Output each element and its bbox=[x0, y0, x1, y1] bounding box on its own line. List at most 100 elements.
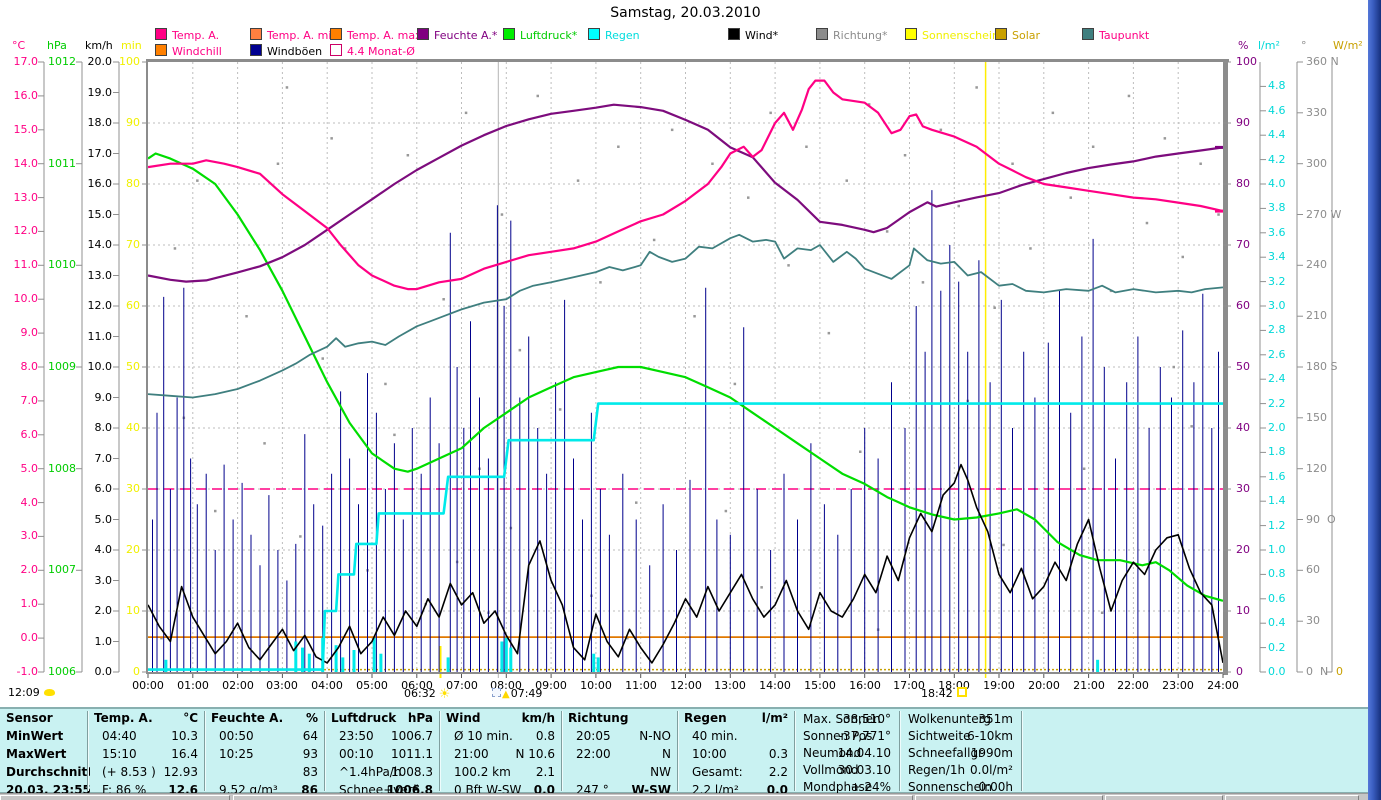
legend-item-temp-a-[interactable]: Temp. A. bbox=[155, 28, 219, 42]
legend-item-temp-a-max[interactable]: Temp. A. max bbox=[330, 28, 422, 42]
axis-tick-label: 1.8 bbox=[1268, 445, 1286, 458]
moonrise-icon bbox=[492, 688, 501, 697]
reference-lines bbox=[148, 488, 1223, 671]
legend-item-4-4-monat-[interactable]: 4.4 Monat-Ø bbox=[330, 44, 415, 58]
axis-tick-label: 3.0 bbox=[1268, 299, 1286, 312]
axis-tick-label: 17.0 bbox=[87, 147, 113, 160]
moonset-time-label: 12:09 bbox=[8, 686, 55, 699]
axis-tick-label: 0.2 bbox=[1268, 641, 1286, 654]
legend-label: Windböen bbox=[267, 45, 323, 58]
axis-tick-label: 8.0 bbox=[94, 421, 113, 434]
x-tick-label: 23:00 bbox=[1162, 679, 1194, 692]
axis-tick-label: 12.0 bbox=[87, 299, 113, 312]
axis-tick-label: 0.0 bbox=[1268, 665, 1286, 678]
legend-item-wind-[interactable]: Wind* bbox=[728, 28, 778, 42]
table-row-label: Durchschnitt bbox=[6, 765, 90, 779]
status-segment bbox=[915, 795, 1103, 800]
table-header: Wind bbox=[446, 711, 481, 725]
axis-tick-label: 1012 bbox=[48, 55, 76, 68]
table-cell: 0.0l/m² bbox=[970, 763, 1013, 777]
axis-tick-label: 1.4 bbox=[1268, 494, 1286, 507]
axis-tick-label: 4.4 bbox=[1268, 128, 1286, 141]
axis-tick-label: 20 bbox=[1236, 543, 1250, 556]
axis-tick-label: 50 bbox=[1236, 360, 1250, 373]
axis-tick-label: 3.2 bbox=[1268, 275, 1286, 288]
axis-tick-label: 80 bbox=[126, 177, 140, 190]
table-cell: 10.3 bbox=[171, 729, 198, 743]
table-divider bbox=[439, 711, 440, 791]
axis-tick-label: 30 bbox=[126, 482, 140, 495]
legend-item-regen[interactable]: Regen bbox=[588, 28, 640, 42]
axis-tick-label: 5.0 bbox=[20, 462, 39, 475]
table-header-unit: km/h bbox=[521, 711, 555, 725]
legend-item-richtung-[interactable]: Richtung* bbox=[816, 28, 887, 42]
legend-item-temp-a-min[interactable]: Temp. A. min bbox=[250, 28, 338, 42]
axis-tick-label: 16.0 bbox=[87, 177, 113, 190]
legend-item-taupunkt[interactable]: Taupunkt bbox=[1082, 28, 1149, 42]
table-row-label: MinWert bbox=[6, 729, 64, 743]
table-cell: + 24% bbox=[850, 780, 891, 794]
table-row-label: MaxWert bbox=[6, 747, 67, 761]
axis-tick-label: 15.0 bbox=[13, 123, 39, 136]
axis-tick-label: 7.0 bbox=[20, 394, 39, 407]
axis-tick-label: -1.0 bbox=[16, 665, 38, 678]
table-cell: 20:05 bbox=[576, 729, 611, 743]
x-tick-label: 14:00 bbox=[759, 679, 791, 692]
axis-tick-label: 60 bbox=[1306, 563, 1320, 576]
axis-tick-label: 80 bbox=[1236, 177, 1250, 190]
axis-tick-label: 2.4 bbox=[1268, 372, 1286, 385]
axis-tick-label: 70 bbox=[126, 238, 140, 251]
axis-tick-label: 14.0 bbox=[13, 157, 39, 170]
axis-tick-label: 0 bbox=[1336, 665, 1343, 678]
chart-plot-area[interactable] bbox=[0, 0, 1381, 707]
table-cell: N-NO bbox=[639, 729, 671, 743]
axis-tick-label: 0.0 bbox=[20, 631, 39, 644]
legend-swatch-icon bbox=[330, 44, 342, 56]
legend-item-sonnenschein[interactable]: Sonnenschein bbox=[905, 28, 999, 42]
legend-item-feuchte-a-[interactable]: Feuchte A.* bbox=[417, 28, 498, 42]
status-segment bbox=[1225, 795, 1359, 800]
axis-tick-label: 90 O bbox=[1306, 513, 1336, 526]
series-line bbox=[147, 152, 1224, 602]
table-cell: Vollmond bbox=[803, 763, 859, 777]
legend-item-luftdruck-[interactable]: Luftdruck* bbox=[503, 28, 577, 42]
axis-tick-label: 1.0 bbox=[94, 635, 113, 648]
legend-item-windchill[interactable]: Windchill bbox=[155, 44, 222, 58]
axis-tick-label: 13.0 bbox=[87, 269, 113, 282]
table-cell: ^1.4hPa/h bbox=[339, 765, 402, 779]
moonset-time: 12:09 bbox=[8, 686, 40, 699]
sunset-time: 18:42 bbox=[921, 687, 953, 700]
moonrise-time-label: ▲07:49 bbox=[492, 687, 542, 701]
axis-tick-label: 70 bbox=[1236, 238, 1250, 251]
summary-table: Sensor MinWert MaxWert Durchschnitt 20.03. 2… bbox=[0, 707, 1368, 797]
axis-tick-label: 4.2 bbox=[1268, 153, 1286, 166]
axis-header-direction: ° bbox=[1301, 39, 1307, 52]
table-cell: 2.2 bbox=[768, 765, 788, 779]
axis-tick-label: 2.2 bbox=[1268, 397, 1286, 410]
legend-label: 4.4 Monat-Ø bbox=[347, 45, 415, 58]
axis-tick-label: 60 bbox=[126, 299, 140, 312]
x-tick-label: 12:00 bbox=[670, 679, 702, 692]
axis-tick-label: 1.2 bbox=[1268, 519, 1286, 532]
axis-tick-label: 360 N bbox=[1306, 55, 1339, 68]
table-divider bbox=[677, 711, 678, 791]
table-header: Feuchte A. bbox=[211, 711, 284, 725]
legend-label: Feuchte A.* bbox=[434, 29, 498, 42]
axis-tick-label: 1.6 bbox=[1268, 470, 1286, 483]
axis-header-pressure: hPa bbox=[47, 39, 67, 52]
axis-tick-label: 11.0 bbox=[87, 330, 113, 343]
table-cell: 0.8 bbox=[535, 729, 555, 743]
x-tick-label: 04:00 bbox=[311, 679, 343, 692]
axis-tick-label: 8.0 bbox=[20, 360, 39, 373]
axis-tick-label: 20.0 bbox=[87, 55, 113, 68]
legend-item-solar[interactable]: Solar bbox=[995, 28, 1040, 42]
axis-tick-label: 180 S bbox=[1306, 360, 1338, 373]
axis-tick-label: 2.6 bbox=[1268, 348, 1286, 361]
legend-item-windb-en[interactable]: Windböen bbox=[250, 44, 323, 58]
axis-tick-label: 3.0 bbox=[20, 529, 39, 542]
axis-tick-label: 10 bbox=[1236, 604, 1250, 617]
table-cell: 21:00 bbox=[454, 747, 489, 761]
table-cell: 15:10 bbox=[102, 747, 137, 761]
axis-tick-label: 5.0 bbox=[94, 513, 113, 526]
x-tick-label: 02:00 bbox=[222, 679, 254, 692]
